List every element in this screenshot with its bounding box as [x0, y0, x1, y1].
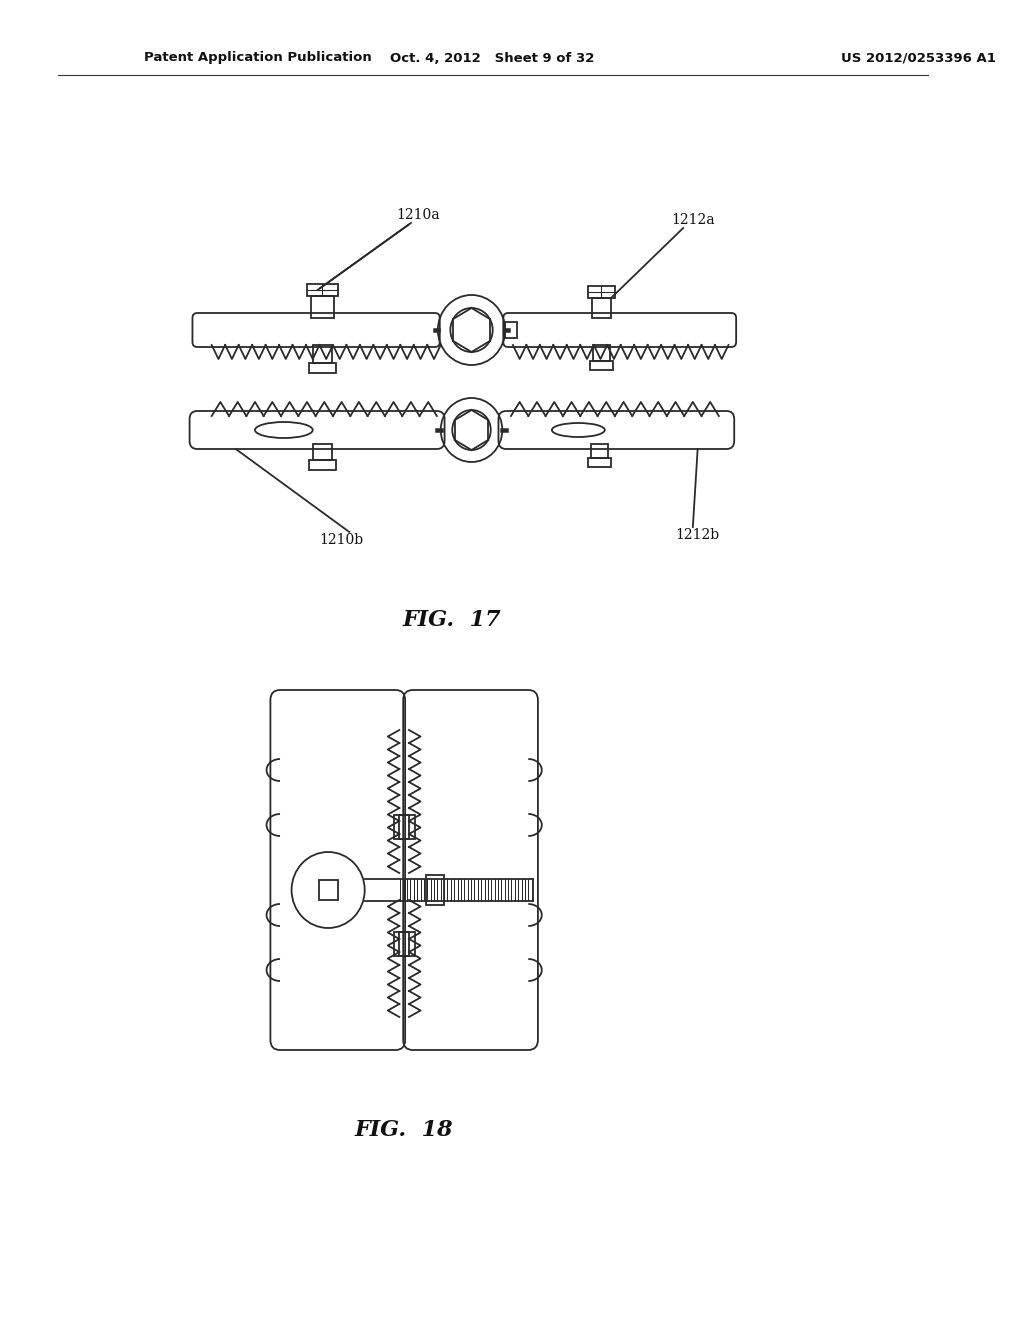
Text: US 2012/0253396 A1: US 2012/0253396 A1	[841, 51, 996, 65]
Bar	[393, 814, 409, 840]
Ellipse shape	[255, 422, 312, 438]
Bar	[588, 458, 611, 467]
Bar	[590, 360, 613, 370]
Text: 1212b: 1212b	[676, 528, 720, 543]
Bar	[393, 932, 409, 956]
Bar	[426, 875, 443, 906]
Bar	[399, 932, 415, 956]
Bar	[588, 286, 614, 298]
Bar	[312, 345, 332, 363]
Bar	[312, 444, 332, 459]
Bar	[307, 284, 338, 296]
Bar	[309, 363, 336, 374]
Text: Patent Application Publication: Patent Application Publication	[144, 51, 372, 65]
Bar	[309, 459, 336, 470]
Text: FIG.  18: FIG. 18	[355, 1119, 454, 1140]
Bar	[318, 880, 338, 900]
Bar	[592, 298, 611, 318]
Bar	[399, 814, 415, 840]
Text: 1212a: 1212a	[671, 213, 715, 227]
Ellipse shape	[552, 422, 605, 437]
Bar	[591, 444, 608, 458]
Bar	[593, 345, 610, 360]
Bar	[311, 296, 334, 318]
Text: 1210b: 1210b	[319, 533, 364, 546]
Text: 1210a: 1210a	[396, 209, 440, 222]
Text: FIG.  17: FIG. 17	[403, 609, 502, 631]
Text: Oct. 4, 2012   Sheet 9 of 32: Oct. 4, 2012 Sheet 9 of 32	[390, 51, 595, 65]
Bar	[505, 322, 517, 338]
